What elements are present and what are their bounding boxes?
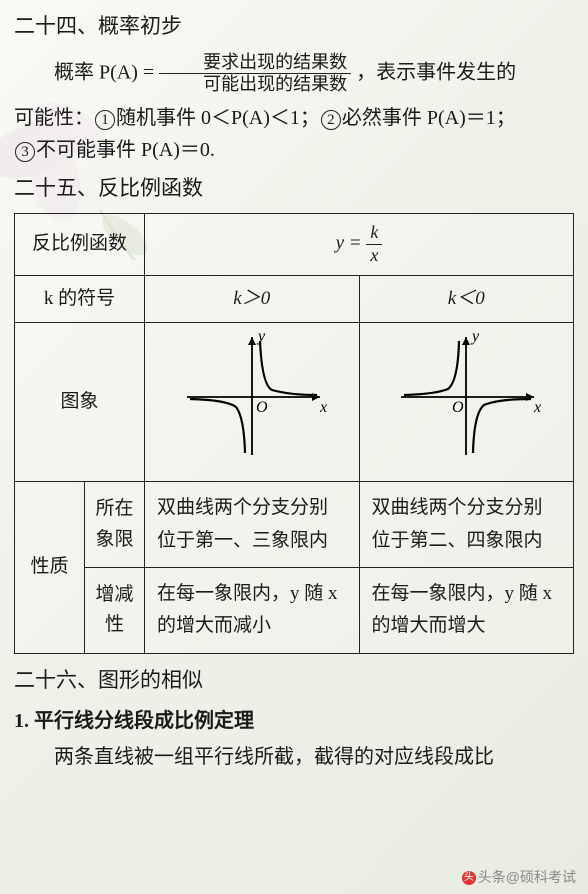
row4b-label: 增减性 xyxy=(85,567,145,653)
watermark-logo-icon: 头 xyxy=(462,871,476,885)
row4b-pos: 在每一象限内，y 随 x 的增大而减小 xyxy=(145,567,360,653)
circle-1-icon: 1 xyxy=(95,110,115,130)
probability-cases-line1: 可能性：1随机事件 0＜P(A)＜1；2必然事件 P(A)＝1； xyxy=(14,102,574,134)
origin-label: O xyxy=(452,399,464,416)
case-3-text: 不可能事件 P(A)＝0. xyxy=(36,139,215,161)
func-den: x xyxy=(366,244,382,267)
prob-frac-den: 可能出现的结果数 xyxy=(159,73,351,96)
circle-3-icon: 3 xyxy=(15,142,35,162)
y-axis-label: y xyxy=(470,328,480,345)
hyperbola-pos-icon: y x O xyxy=(172,327,332,467)
probability-formula: 概率 P(A) = 要求出现的结果数 可能出现的结果数 ，表示事件发生的 xyxy=(14,52,574,96)
row1-label: 反比例函数 xyxy=(15,214,145,275)
section-24-title: 二十四、概率初步 xyxy=(14,10,574,44)
row2-label: k 的符号 xyxy=(15,275,145,322)
x-axis-label: x xyxy=(533,399,541,416)
graph-pos-cell: y x O xyxy=(145,322,360,481)
case-2-text: 必然事件 P(A)＝1； xyxy=(342,107,516,129)
func-num: k xyxy=(366,222,382,244)
row4a-pos: 双曲线两个分支分别位于第一、三象限内 xyxy=(145,482,360,568)
section-26-para: 两条直线被一组平行线所截，截得的对应线段成比 xyxy=(14,741,574,773)
prob-frac-num: 要求出现的结果数 xyxy=(159,52,351,74)
hyperbola-neg-icon: y x O xyxy=(386,327,546,467)
prob-lhs-text: 概率 P(A) = xyxy=(54,61,159,83)
prob-fraction: 要求出现的结果数 可能出现的结果数 xyxy=(159,52,351,96)
watermark-text: 头条@硕科考试 xyxy=(478,869,576,885)
func-fraction: k x xyxy=(366,222,382,266)
case-1-text: 随机事件 0＜P(A)＜1； xyxy=(116,107,320,129)
section-25-title: 二十五、反比例函数 xyxy=(14,172,574,206)
circle-2-icon: 2 xyxy=(321,110,341,130)
k-neg-cell: k＜0 xyxy=(359,275,574,322)
section-26-title: 二十六、图形的相似 xyxy=(14,664,574,698)
k-neg-text: k＜0 xyxy=(448,288,485,309)
k-pos-cell: k＞0 xyxy=(145,275,360,322)
k-pos-text: k＞0 xyxy=(233,288,270,309)
row4a-neg: 双曲线两个分支分别位于第二、四象限内 xyxy=(359,482,574,568)
row4b-neg: 在每一象限内，y 随 x 的增大而增大 xyxy=(359,567,574,653)
func-y-text: y = xyxy=(336,233,367,254)
graph-neg-cell: y x O xyxy=(359,322,574,481)
prob-rhs-text: ，表示事件发生的 xyxy=(356,61,516,83)
section-26-sub: 1. 平行线分线段成比例定理 xyxy=(14,705,574,737)
probability-cases-line2: 3不可能事件 P(A)＝0. xyxy=(14,134,574,166)
inverse-proportion-table: 反比例函数 y = k x k 的符号 k＞0 k＜0 图象 xyxy=(14,213,574,653)
row4-group-label: 性质 xyxy=(15,482,85,653)
x-axis-label: x xyxy=(319,399,327,416)
row3-label: 图象 xyxy=(15,322,145,481)
row4a-label: 所在象限 xyxy=(85,482,145,568)
cases-start: 可能性： xyxy=(14,107,94,129)
origin-label: O xyxy=(256,399,268,416)
row1-formula: y = k x xyxy=(145,214,574,275)
watermark: 头头条@硕科考试 xyxy=(462,866,576,888)
